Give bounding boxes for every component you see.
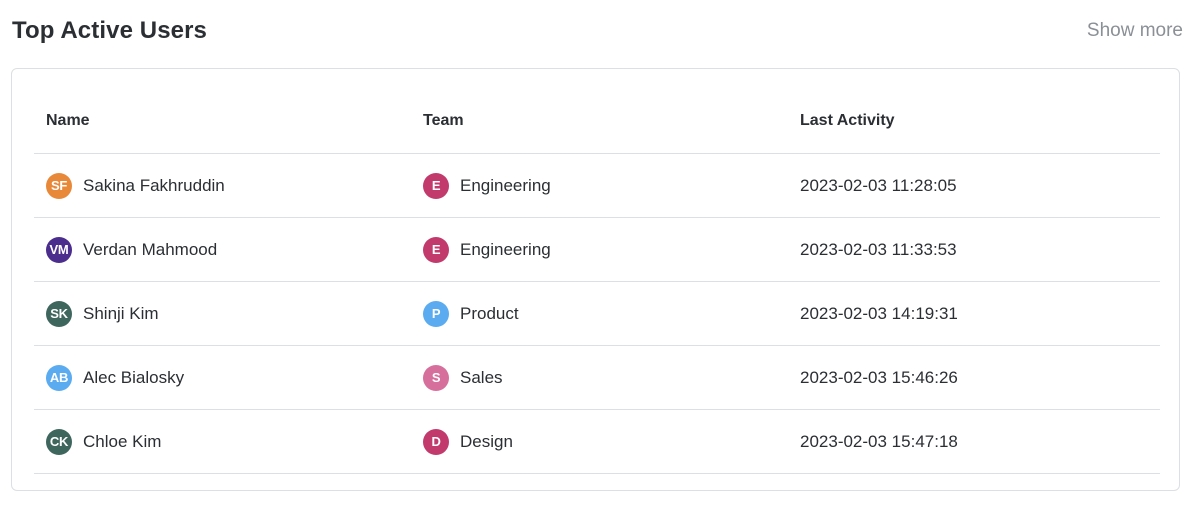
column-header-name[interactable]: Name xyxy=(46,112,90,129)
team-name: Engineering xyxy=(460,175,551,195)
users-card: Name Team Last Activity SF Sakina Fakhrud… xyxy=(11,68,1180,491)
team-cell: D Design xyxy=(423,410,513,473)
last-activity-cell: 2023-02-03 15:47:18 xyxy=(800,410,958,473)
team-name: Product xyxy=(460,303,519,323)
table-row[interactable]: SK Shinji Kim P Product 2023-02-03 14:19:31 xyxy=(34,282,1160,346)
team-avatar: S xyxy=(423,364,449,391)
table-row[interactable]: AB Alec Bialosky S Sales 2023-02-03 15:46:26 xyxy=(34,346,1160,410)
team-avatar: D xyxy=(423,428,449,455)
last-activity-cell: 2023-02-03 11:28:05 xyxy=(800,154,957,217)
users-table: Name Team Last Activity SF Sakina Fakhrud… xyxy=(34,89,1160,474)
team-name: Engineering xyxy=(460,239,551,259)
team-cell: E Engineering xyxy=(423,218,551,281)
widget-title: Top Active Users xyxy=(12,17,207,44)
team-name: Design xyxy=(460,431,513,451)
column-header-team[interactable]: Team xyxy=(423,112,464,129)
last-activity-cell: 2023-02-03 11:33:53 xyxy=(800,218,957,281)
user-avatar: CK xyxy=(46,428,72,455)
table-row[interactable]: VM Verdan Mahmood E Engineering 2023-02-03 1… xyxy=(34,218,1160,282)
user-name: Alec Bialosky xyxy=(83,367,185,387)
team-avatar: E xyxy=(423,172,449,199)
table-body: SF Sakina Fakhruddin E Engineering 2023-02-0… xyxy=(34,154,1160,474)
user-avatar: VM xyxy=(46,236,72,263)
team-cell: S Sales xyxy=(423,346,503,409)
last-activity-timestamp: 2023-02-03 11:33:53 xyxy=(800,239,957,259)
user-avatar: SF xyxy=(46,172,72,199)
team-name: Sales xyxy=(460,367,503,387)
name-cell: VM Verdan Mahmood xyxy=(46,218,217,281)
name-cell: CK Chloe Kim xyxy=(46,410,161,473)
last-activity-timestamp: 2023-02-03 15:46:26 xyxy=(800,367,958,387)
show-more-link[interactable]: Show more xyxy=(1086,20,1183,41)
last-activity-timestamp: 2023-02-03 11:28:05 xyxy=(800,175,957,195)
last-activity-timestamp: 2023-02-03 15:47:18 xyxy=(800,431,958,451)
name-cell: SK Shinji Kim xyxy=(46,282,159,345)
last-activity-timestamp: 2023-02-03 14:19:31 xyxy=(800,303,958,323)
team-avatar: P xyxy=(423,300,449,327)
last-activity-cell: 2023-02-03 15:46:26 xyxy=(800,346,958,409)
table-row[interactable]: SF Sakina Fakhruddin E Engineering 2023-02-0… xyxy=(34,154,1160,218)
name-cell: AB Alec Bialosky xyxy=(46,346,184,409)
user-name: Chloe Kim xyxy=(83,431,162,451)
table-row[interactable]: CK Chloe Kim D Design 2023-02-03 15:47:18 xyxy=(34,410,1160,474)
table-header: Name Team Last Activity xyxy=(34,89,1160,154)
team-cell: P Product xyxy=(423,282,519,345)
user-avatar: SK xyxy=(46,300,72,327)
user-avatar: AB xyxy=(46,364,72,391)
column-header-last-activity[interactable]: Last Activity xyxy=(800,112,895,129)
name-cell: SF Sakina Fakhruddin xyxy=(46,154,225,217)
user-name: Sakina Fakhruddin xyxy=(83,175,225,195)
widget-header: Top Active Users Show more xyxy=(12,14,1183,48)
team-avatar: E xyxy=(423,236,449,263)
last-activity-cell: 2023-02-03 14:19:31 xyxy=(800,282,958,345)
user-name: Verdan Mahmood xyxy=(83,239,218,259)
team-cell: E Engineering xyxy=(423,154,551,217)
user-name: Shinji Kim xyxy=(83,303,159,323)
